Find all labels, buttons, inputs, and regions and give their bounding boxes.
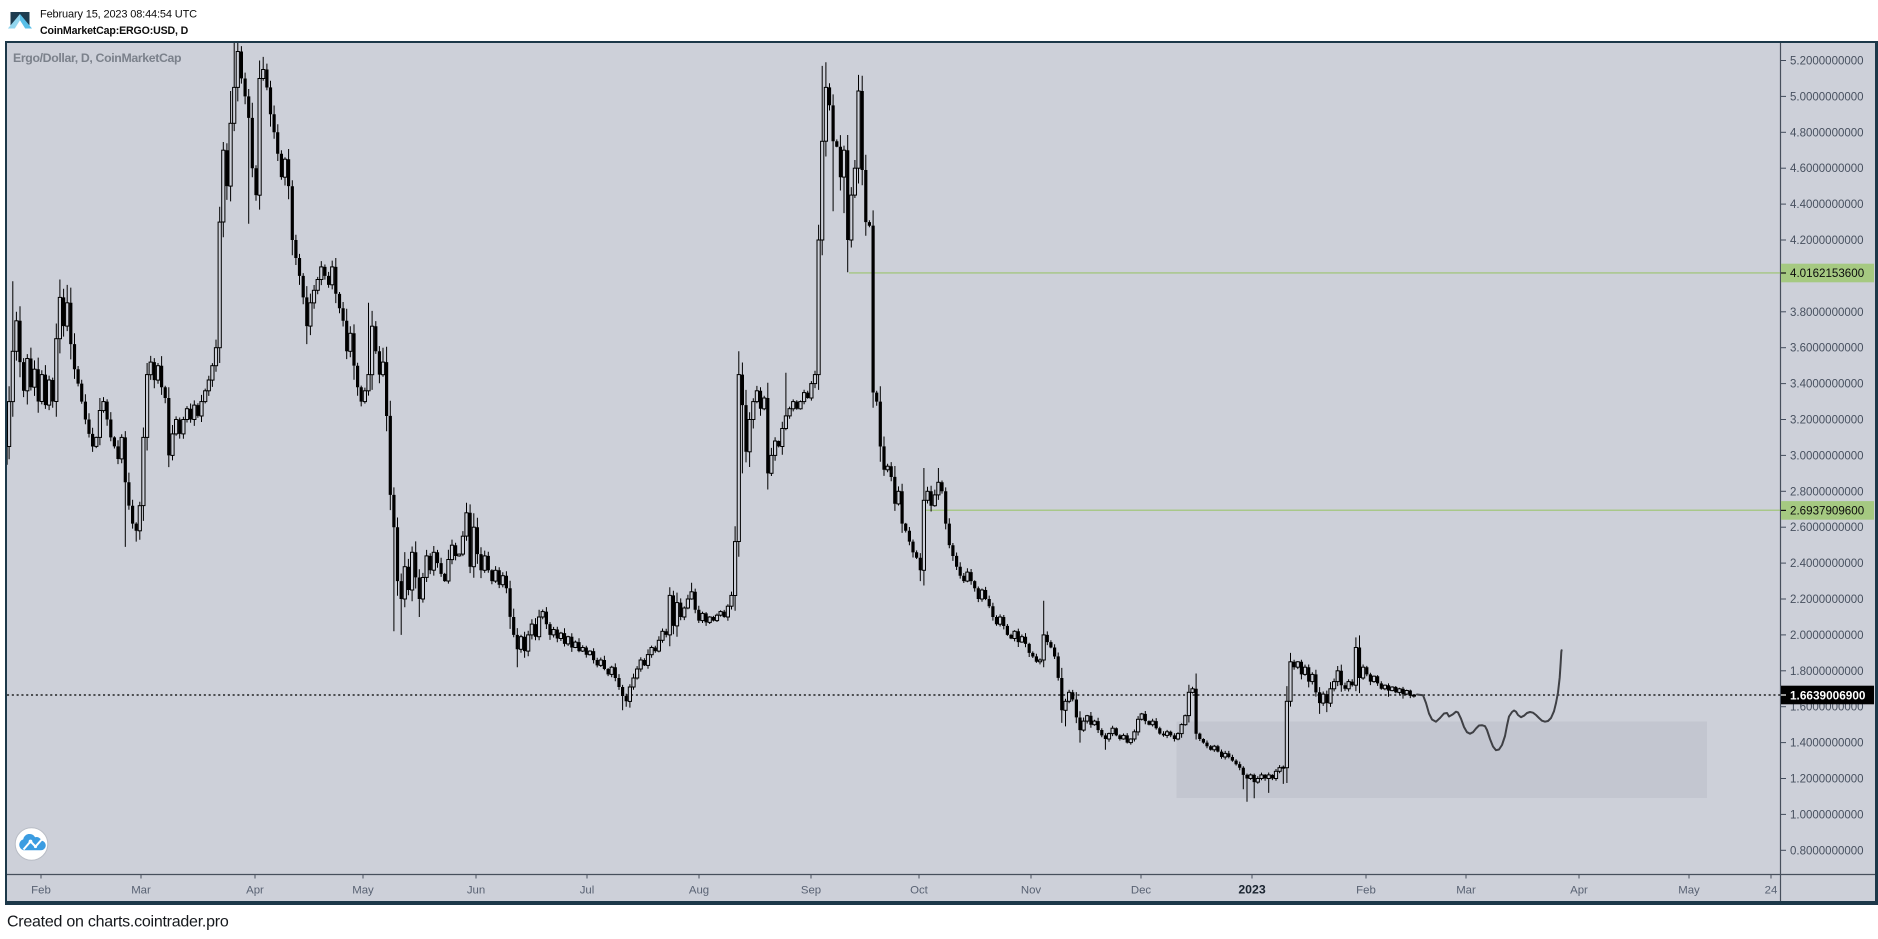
svg-text:February 15, 2023 08:44:54 UTC: February 15, 2023 08:44:54 UTC [40, 9, 197, 21]
svg-text:2.6937909600: 2.6937909600 [1790, 504, 1864, 517]
svg-text:Apr: Apr [246, 885, 264, 897]
svg-text:2.6000000000: 2.6000000000 [1790, 522, 1864, 534]
svg-text:Nov: Nov [1021, 885, 1042, 897]
svg-text:Feb: Feb [1356, 885, 1376, 897]
svg-text:Jul: Jul [580, 885, 595, 897]
svg-text:Created on charts.cointrader.p: Created on charts.cointrader.pro [7, 914, 229, 931]
svg-text:Mar: Mar [1456, 885, 1476, 897]
svg-text:1.0000000000: 1.0000000000 [1790, 809, 1864, 821]
svg-text:Dec: Dec [1131, 885, 1152, 897]
svg-text:Feb: Feb [31, 885, 51, 897]
svg-text:3.8000000000: 3.8000000000 [1790, 307, 1864, 319]
svg-text:3.0000000000: 3.0000000000 [1790, 450, 1864, 462]
svg-text:1.6000000000: 1.6000000000 [1790, 702, 1864, 714]
svg-text:Jun: Jun [467, 885, 485, 897]
svg-text:4.8000000000: 4.8000000000 [1790, 127, 1864, 139]
svg-text:2023: 2023 [1238, 883, 1266, 897]
svg-text:2.2000000000: 2.2000000000 [1790, 594, 1864, 606]
svg-text:1.2000000000: 1.2000000000 [1790, 774, 1864, 786]
svg-text:Oct: Oct [910, 885, 929, 897]
svg-text:3.6000000000: 3.6000000000 [1790, 343, 1864, 355]
svg-text:5.0000000000: 5.0000000000 [1790, 91, 1864, 103]
svg-text:May: May [1678, 885, 1700, 897]
svg-text:1.4000000000: 1.4000000000 [1790, 738, 1864, 750]
svg-text:24: 24 [1765, 885, 1778, 897]
svg-text:Mar: Mar [131, 885, 151, 897]
svg-text:Ergo/Dollar, D, CoinMarketCap: Ergo/Dollar, D, CoinMarketCap [13, 51, 181, 65]
svg-text:0.8000000000: 0.8000000000 [1790, 845, 1864, 857]
svg-text:Apr: Apr [1570, 885, 1588, 897]
svg-text:May: May [352, 885, 374, 897]
svg-text:5.2000000000: 5.2000000000 [1790, 56, 1864, 68]
svg-text:1.8000000000: 1.8000000000 [1790, 666, 1864, 678]
svg-text:2.8000000000: 2.8000000000 [1790, 486, 1864, 498]
svg-text:Sep: Sep [801, 885, 821, 897]
svg-text:4.4000000000: 4.4000000000 [1790, 199, 1864, 211]
svg-text:2.4000000000: 2.4000000000 [1790, 558, 1864, 570]
svg-text:1.6639006900: 1.6639006900 [1790, 689, 1866, 703]
svg-text:3.2000000000: 3.2000000000 [1790, 415, 1864, 427]
svg-text:CoinMarketCap:ERGO:USD, D: CoinMarketCap:ERGO:USD, D [40, 25, 189, 37]
svg-text:4.0162153600: 4.0162153600 [1790, 267, 1864, 280]
svg-text:4.2000000000: 4.2000000000 [1790, 235, 1864, 247]
svg-text:3.4000000000: 3.4000000000 [1790, 379, 1864, 391]
svg-text:Aug: Aug [689, 885, 709, 897]
svg-text:2.0000000000: 2.0000000000 [1790, 630, 1864, 642]
svg-text:4.6000000000: 4.6000000000 [1790, 163, 1864, 175]
